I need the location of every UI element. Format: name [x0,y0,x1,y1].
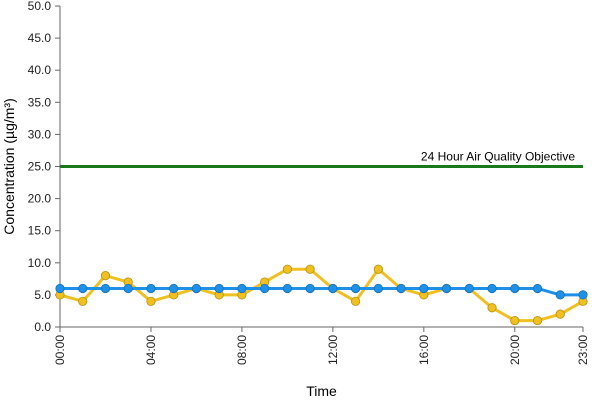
y-tick-label: 30.0 [28,127,52,141]
data-point [282,283,292,294]
series-line [59,267,584,323]
data-point [123,283,133,294]
data-point [555,309,565,319]
data-point [146,283,156,294]
y-tick-label: 50.0 [28,0,52,13]
y-tick-label: 15.0 [28,224,52,238]
x-tick-label: 04:00 [144,335,158,365]
x-tick-label: 16:00 [417,335,431,365]
data-point [373,264,383,274]
series-1 [55,264,588,326]
y-tick-label: 25.0 [28,160,52,174]
data-point [328,283,338,294]
x-tick-label: 23:00 [576,335,590,365]
data-point [487,303,497,313]
data-point [305,264,315,274]
data-point [305,283,315,294]
reference-line-label: 24 Hour Air Quality Objective [421,150,575,164]
data-point [78,296,88,306]
data-point [351,283,361,294]
y-tick-label: 45.0 [28,31,52,45]
data-point [237,283,247,294]
y-tick-label: 5.0 [34,288,51,302]
series-layer [55,264,588,326]
data-point [532,315,543,326]
y-axis-title: Concentration (µg/m³) [1,98,17,234]
data-point [532,283,543,294]
x-tick-label: 08:00 [235,335,249,365]
data-point [100,283,111,294]
x-axis-title: Time [306,383,337,399]
y-tick-label: 20.0 [28,192,52,206]
data-point [169,283,179,294]
data-point [578,290,588,300]
data-point [464,283,474,294]
data-point [441,283,452,294]
data-point [282,264,292,274]
x-axis-ticks: 00:00 04:00 08:00 12:00 16:00 20:00 23:00 [53,327,590,365]
data-point [419,283,429,294]
data-point [373,283,383,294]
data-point [214,283,224,294]
data-point [191,283,202,294]
data-point [396,283,406,294]
data-point [510,283,520,294]
y-tick-label: 35.0 [28,95,52,109]
data-point [487,283,497,294]
data-point [510,315,520,326]
y-tick-label: 10.0 [28,256,52,270]
data-point [351,296,361,306]
x-tick-label: 20:00 [508,335,522,365]
data-point [100,271,111,281]
data-point [55,283,65,294]
series-2 [55,283,588,300]
x-tick-label: 00:00 [53,335,67,365]
data-point [146,296,156,306]
data-point [555,290,565,300]
y-tick-label: 40.0 [28,63,52,77]
y-axis-ticks: 0.0 5.0 10.0 15.0 20.0 25.0 30.0 35.0 40.0 45.0 50… [28,0,60,334]
data-point [78,283,88,294]
y-tick-label: 0.0 [34,320,51,334]
data-point [260,283,270,294]
x-tick-label: 12:00 [326,335,340,365]
